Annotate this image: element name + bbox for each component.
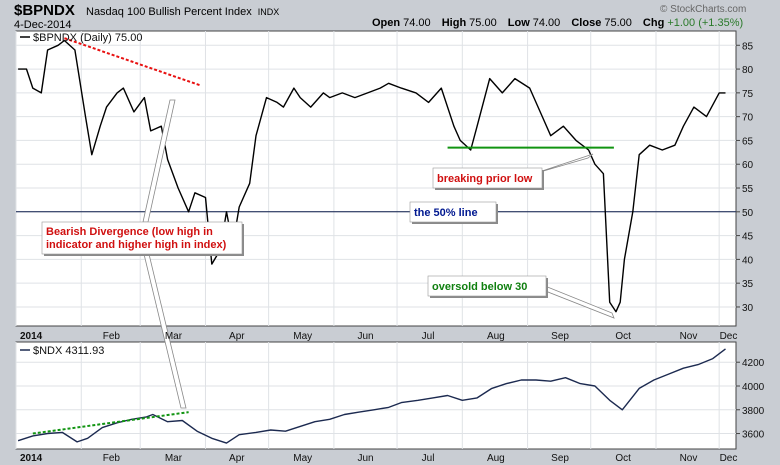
y-tick-label-upper: 35 [742, 279, 754, 290]
bearish-annotation-line: indicator and higher high in index) [46, 239, 227, 251]
close-value: 75.00 [604, 17, 632, 29]
fifty-annotation-box [409, 201, 497, 223]
y-tick-label-lower: 3600 [742, 430, 765, 441]
x-tick-label-upper: Apr [229, 331, 245, 342]
brand-watermark: © StockCharts.com [660, 4, 747, 15]
x-tick-label-upper: Dec [720, 331, 738, 342]
y-tick-label-upper: 75 [742, 89, 754, 100]
y-tick-label-lower: 3800 [742, 406, 765, 417]
x-tick-label-lower: 2014 [20, 453, 43, 464]
ndx-legend-text: $NDX 4311.93 [33, 345, 104, 357]
x-tick-label-lower: Jul [422, 453, 435, 464]
bearish-annotation-text: Bearish Divergence (low high in indicator… [46, 226, 227, 251]
x-tick-label-lower: Oct [615, 453, 631, 464]
y-tick-label-lower: 4200 [742, 358, 765, 369]
y-tick-label-upper: 50 [742, 208, 754, 219]
x-tick-label-lower: Jun [357, 453, 373, 464]
x-tick-label-upper: Mar [165, 331, 183, 342]
upper-panel [15, 30, 737, 327]
exchange-label: INDX [257, 7, 280, 17]
x-tick-label-lower: Sep [551, 453, 569, 464]
x-tick-label-upper: Nov [680, 331, 698, 342]
ohlc-readout: Open 74.00 High 75.00 Low 74.00 Close 75.00 … [372, 17, 743, 29]
close-label: Close [571, 17, 602, 29]
x-tick-label-upper: Jul [422, 331, 435, 342]
x-tick-label-lower: Mar [165, 453, 183, 464]
bpndx-legend-text: $BPNDX (Daily) 75.00 [33, 32, 142, 44]
x-tick-label-lower: Nov [680, 453, 698, 464]
oversold-annotation-box [427, 275, 547, 297]
open-label: Open [372, 17, 401, 29]
y-tick-label-upper: 45 [742, 232, 754, 243]
chart-date: 4-Dec-2014 [14, 19, 72, 31]
y-tick-label-upper: 60 [742, 160, 754, 171]
lower-panel [15, 341, 737, 450]
chart-symbol: $BPNDX [14, 2, 75, 19]
x-tick-label-lower: Feb [103, 453, 121, 464]
x-tick-label-lower: May [293, 453, 312, 464]
chg-value: +1.00 (+1.35%) [667, 17, 744, 29]
x-tick-label-upper: May [293, 331, 312, 342]
ndx-green-trendline [32, 411, 189, 435]
y-tick-label-upper: 55 [742, 184, 754, 195]
description-text: Nasdaq 100 Bullish Percent Index [86, 6, 252, 18]
bearish-annotation-line: Bearish Divergence (low high in [46, 226, 213, 238]
x-tick-label-upper: Sep [551, 331, 569, 342]
chg-label: Chg [642, 17, 665, 29]
fifty-annotation-text: the 50% line [414, 207, 478, 219]
x-tick-label-lower: Dec [720, 453, 738, 464]
x-tick-label-upper: Feb [103, 331, 121, 342]
bpndx-series-line [18, 39, 726, 313]
high-label: High [441, 17, 467, 29]
y-tick-label-upper: 30 [742, 303, 754, 314]
y-tick-label-upper: 65 [742, 136, 754, 147]
high-value: 75.00 [469, 17, 497, 29]
chart-description: Nasdaq 100 Bullish Percent Index INDX [86, 6, 279, 18]
y-tick-label-upper: 40 [742, 255, 754, 266]
y-tick-label-upper: 70 [742, 113, 754, 124]
x-tick-label-upper: Aug [487, 331, 505, 342]
x-tick-label-lower: Aug [487, 453, 505, 464]
breaking-annotation-text: breaking prior low [437, 173, 533, 185]
bearish-annotation-box [41, 221, 243, 255]
y-tick-label-upper: 80 [742, 65, 754, 76]
open-value: 74.00 [403, 17, 431, 29]
y-tick-label-lower: 4000 [742, 382, 765, 393]
x-tick-label-upper: 2014 [20, 331, 43, 342]
x-tick-label-lower: Apr [229, 453, 245, 464]
low-value: 74.00 [532, 17, 561, 29]
low-label: Low [507, 17, 530, 29]
x-tick-label-upper: Oct [615, 331, 631, 342]
breaking-annotation-box [432, 167, 543, 189]
bearish-red-trendline [64, 37, 202, 87]
oversold-annotation-text: oversold below 30 [432, 281, 527, 293]
y-tick-label-upper: 85 [742, 41, 754, 52]
x-tick-label-upper: Jun [357, 331, 373, 342]
